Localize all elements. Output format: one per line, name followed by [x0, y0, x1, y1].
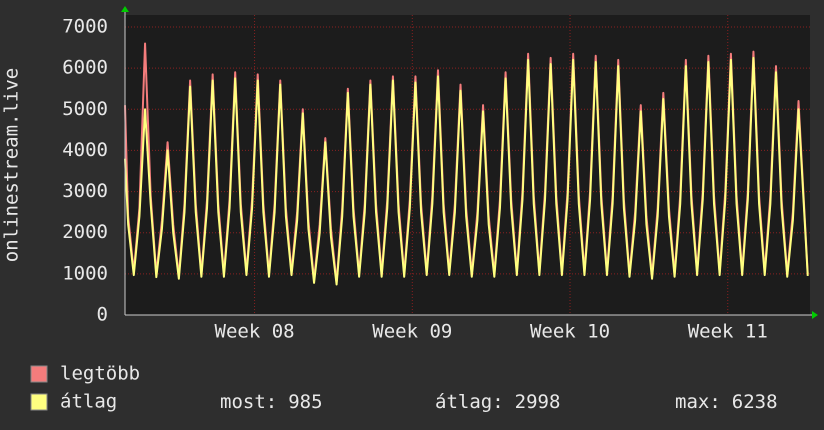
- y-tick-label: 7000: [62, 16, 108, 38]
- line-series: [124, 56, 809, 286]
- stat-value: 6238: [732, 391, 778, 413]
- stat: átlag: 2998: [435, 391, 560, 413]
- stat-value: 985: [288, 391, 322, 413]
- stat: max: 6238: [675, 391, 778, 413]
- stat-value: 2998: [515, 391, 561, 413]
- legend-label: legtöbb: [60, 363, 140, 385]
- legend-swatch: [30, 365, 48, 383]
- x-tick-label: Week 10: [530, 321, 610, 343]
- stat-label: most:: [220, 391, 277, 413]
- axis-arrow: [121, 6, 129, 12]
- y-tick-label: 4000: [62, 139, 108, 161]
- y-tick-label: 5000: [62, 98, 108, 120]
- x-tick-label: Week 11: [688, 321, 768, 343]
- stat-label: átlag:: [435, 391, 504, 413]
- y-tick-label: 0: [97, 304, 108, 326]
- stat: most: 985: [220, 391, 323, 413]
- x-tick-label: Week 08: [215, 321, 295, 343]
- y-tick-label: 2000: [62, 221, 108, 243]
- legend-label: átlag: [60, 391, 117, 413]
- stat-label: max:: [675, 391, 721, 413]
- y-tick-label: 1000: [62, 262, 108, 284]
- x-tick-label: Week 09: [372, 321, 452, 343]
- axis-arrow: [812, 311, 818, 319]
- y-tick-label: 6000: [62, 57, 108, 79]
- y-tick-label: 3000: [62, 180, 108, 202]
- y-axis-label: onlinestream.live: [1, 68, 23, 262]
- legend-swatch: [30, 393, 48, 411]
